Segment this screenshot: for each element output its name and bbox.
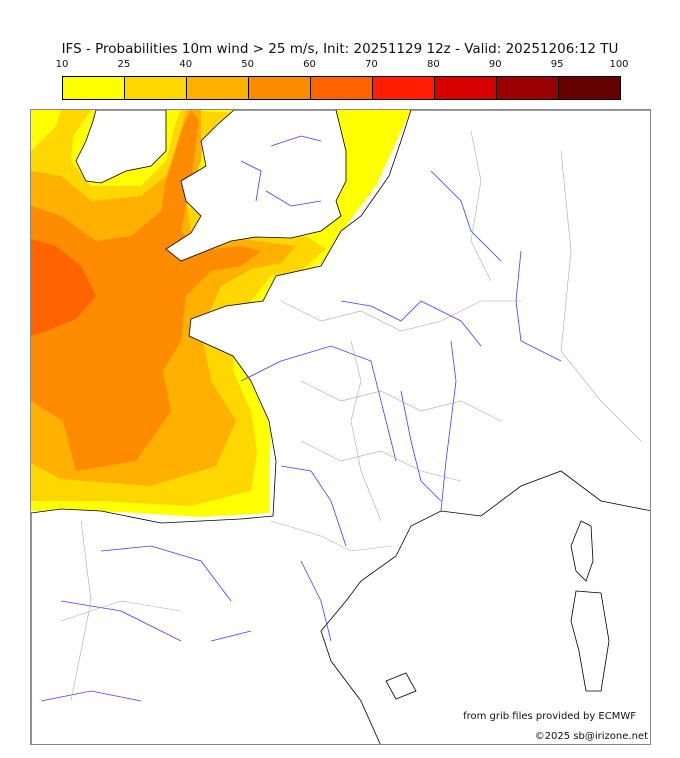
colorbar-tick-label: 10: [55, 59, 69, 70]
sardinia-island: [570, 590, 610, 692]
colorbar-segment: [311, 77, 373, 99]
colorbar-segment: [63, 77, 125, 99]
prob-zone-60-70: [31, 239, 96, 336]
data-source-credit: from grib files provided by ECMWF: [463, 711, 636, 722]
colorbar-tick-label: 50: [241, 59, 255, 70]
colorbar-segment: [125, 77, 187, 99]
probability-map: from grib files provided by ECMWF ©2025 …: [30, 109, 651, 745]
admin-borders: [60, 130, 642, 702]
colorbar-segment: [249, 77, 311, 99]
colorbar-tick-label: 95: [550, 59, 564, 70]
colorbar-tick-label: 25: [117, 59, 131, 70]
ireland-land: [75, 110, 167, 184]
colorbar-segment: [187, 77, 249, 99]
map-canvas: [31, 110, 650, 744]
colorbar-tick-label: 100: [609, 59, 629, 70]
mallorca-island: [385, 672, 417, 700]
rivers: [40, 135, 562, 702]
corsica-island: [570, 520, 594, 582]
colorbar-segment: [559, 77, 620, 99]
colorbar-segment: [435, 77, 497, 99]
colorbar-segment: [373, 77, 435, 99]
colorbar-segment: [497, 77, 559, 99]
colorbar-tick-label: 40: [179, 59, 193, 70]
colorbar-tick-label: 70: [365, 59, 378, 70]
copyright-credit: ©2025 sb@irizone.net: [534, 731, 648, 742]
great-britain-land: [165, 110, 347, 262]
colorbar-tick-label: 90: [488, 59, 502, 70]
colorbar-tick-label: 60: [303, 59, 316, 70]
colorbar-tick-label: 80: [426, 59, 440, 70]
colorbar-legend: [62, 76, 621, 100]
prob-zone-50-60: [31, 110, 261, 471]
map-title: IFS - Probabilities 10m wind > 25 m/s, I…: [61, 41, 619, 57]
